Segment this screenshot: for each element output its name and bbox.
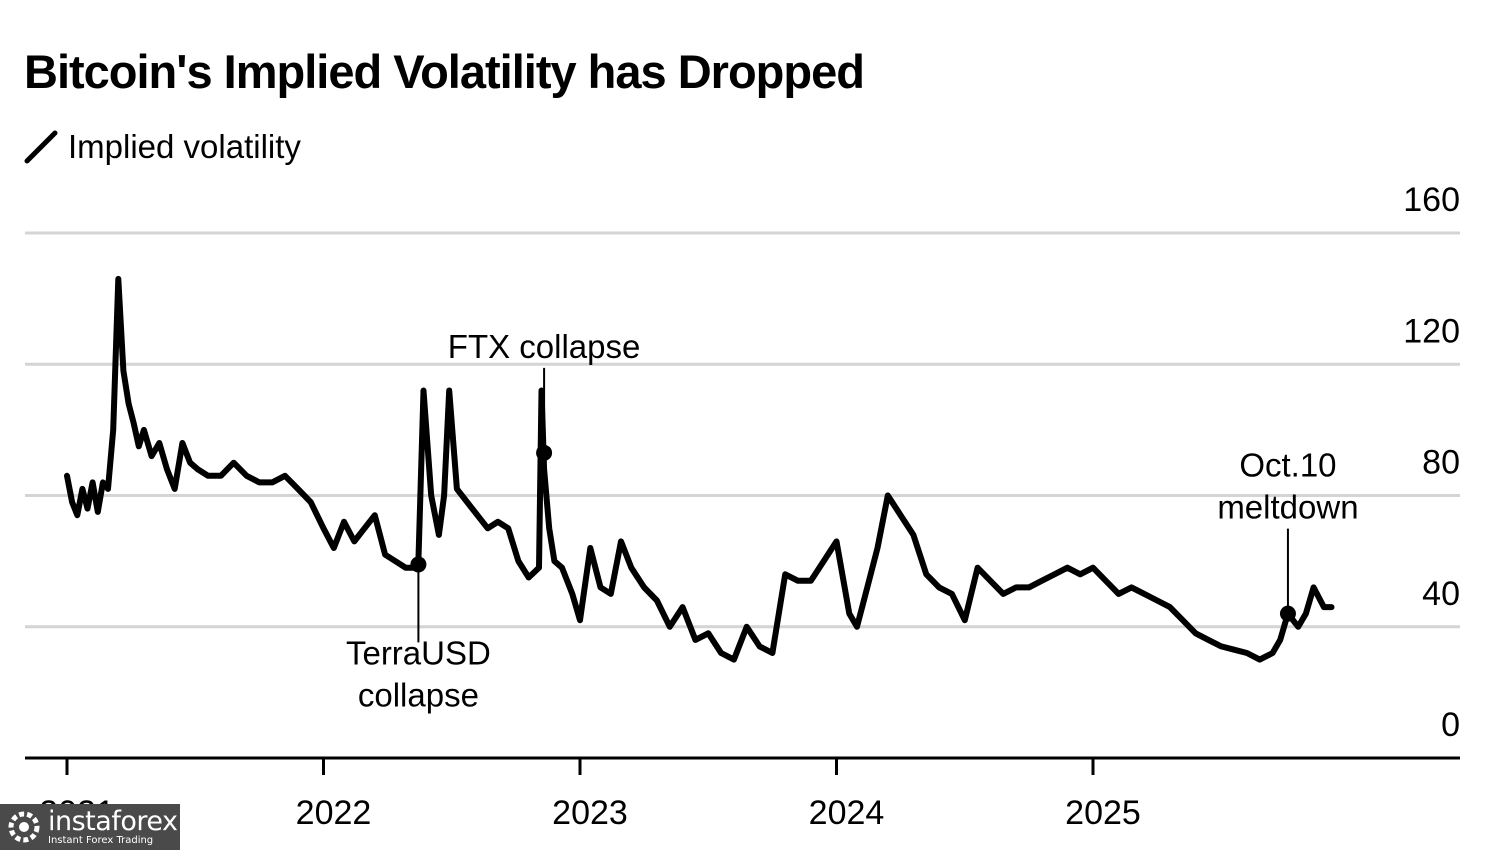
grid-layer: 160 120 80 40 0	[25, 181, 1460, 744]
legend-label: Implied volatility	[68, 128, 301, 165]
watermark-tagline: Instant Forex Trading	[48, 835, 154, 846]
annotation-markers	[410, 444, 1296, 622]
annotation-marker-0	[536, 444, 553, 461]
x-tick-label-2024: 2024	[809, 794, 885, 832]
chart-title: Bitcoin's Implied Volatility has Dropped	[24, 45, 865, 98]
annotation-marker-1	[410, 556, 427, 573]
watermark-logo: instaforex Instant Forex Trading	[0, 804, 180, 850]
watermark-brand: instaforex	[48, 806, 178, 837]
y-tick-label-160: 160	[1403, 181, 1460, 219]
legend-line-swatch-icon	[24, 130, 58, 164]
annotation-marker-2	[1279, 605, 1296, 622]
x-tick-label-2023: 2023	[552, 794, 628, 832]
annotation-label-0-0: FTX collapse	[448, 328, 641, 365]
gear-logo-icon	[8, 811, 40, 843]
x-tick-label-2025: 2025	[1065, 794, 1141, 832]
chart-legend: Implied volatility	[24, 128, 301, 166]
y-tick-label-80: 80	[1422, 444, 1460, 482]
annotation-label-2-1: meltdown	[1217, 489, 1358, 526]
annotation-label-1-0: TerraUSD	[346, 634, 491, 671]
y-tick-label-40: 40	[1422, 575, 1460, 613]
annotation-label-2-0: Oct.10	[1239, 447, 1336, 484]
annotation-labels: FTX collapse TerraUSD collapse Oct.10 meltdo…	[346, 328, 1359, 714]
y-tick-label-0: 0	[1441, 706, 1460, 744]
x-tick-label-2022: 2022	[296, 794, 372, 832]
series-line-implied-volatility	[64, 275, 1335, 663]
annotation-label-1-1: collapse	[358, 676, 479, 713]
x-axis: 20212022202320242025	[25, 756, 1460, 832]
y-tick-label-120: 120	[1403, 312, 1460, 350]
